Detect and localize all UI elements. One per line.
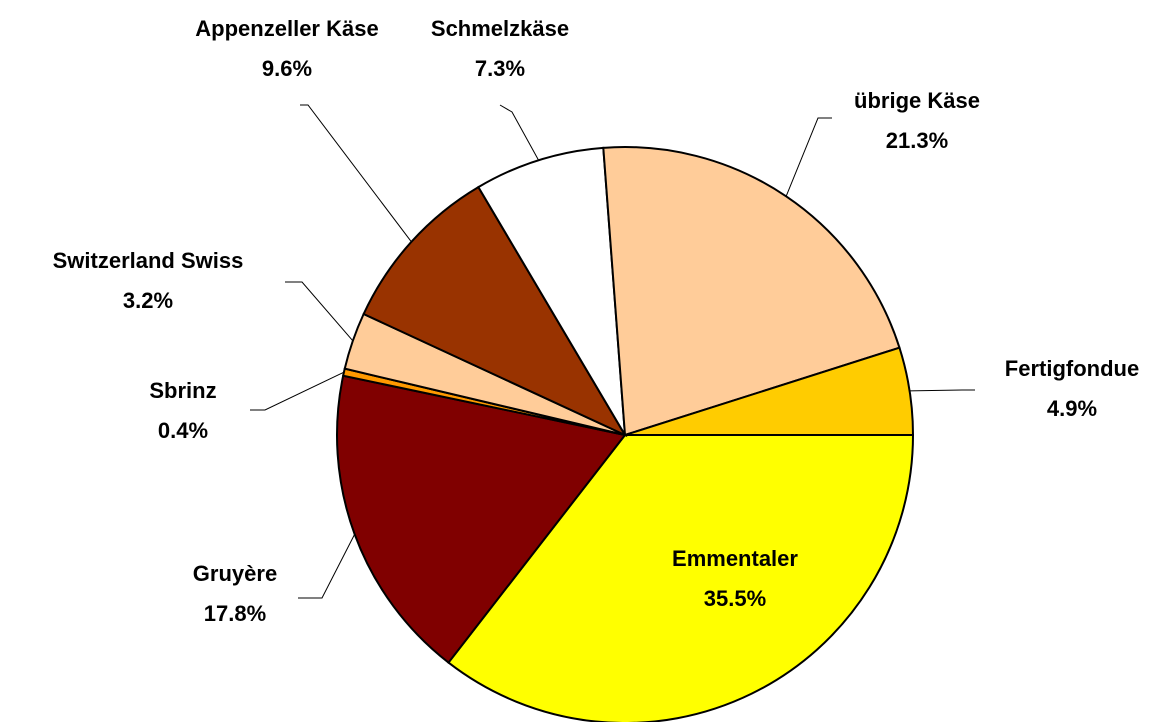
pie-slice	[624, 346, 915, 436]
slice-label: Gruyère	[193, 561, 277, 586]
pie-slice	[362, 185, 628, 438]
slice-value-label: 21.3%	[886, 128, 948, 153]
slice-label: Schmelzkäse	[431, 16, 569, 41]
pie-slice	[336, 374, 627, 664]
slice-label: Sbrinz	[149, 378, 216, 403]
slice-value-label: 9.6%	[262, 56, 312, 81]
leader-line	[298, 534, 356, 599]
slice-label: Emmentaler	[672, 546, 798, 571]
slice-label: übrige Käse	[854, 88, 980, 113]
leader-line	[499, 104, 540, 161]
slice-label: Appenzeller Käse	[195, 16, 378, 41]
slice-label: Fertigfondue	[1005, 356, 1139, 381]
slice-value-label: 17.8%	[204, 601, 266, 626]
leader-line	[300, 104, 412, 243]
slice-value-label: 7.3%	[475, 56, 525, 81]
slice-value-label: 35.5%	[704, 586, 766, 611]
leader-line	[909, 389, 975, 392]
slice-value-label: 4.9%	[1047, 396, 1097, 421]
slice-label: Switzerland Swiss	[53, 248, 244, 273]
slice-value-label: 0.4%	[158, 418, 208, 443]
leader-line	[785, 117, 832, 197]
leader-line	[285, 281, 354, 342]
pie-slice	[447, 434, 915, 722]
slice-value-label: 3.2%	[123, 288, 173, 313]
leader-line	[250, 371, 345, 411]
